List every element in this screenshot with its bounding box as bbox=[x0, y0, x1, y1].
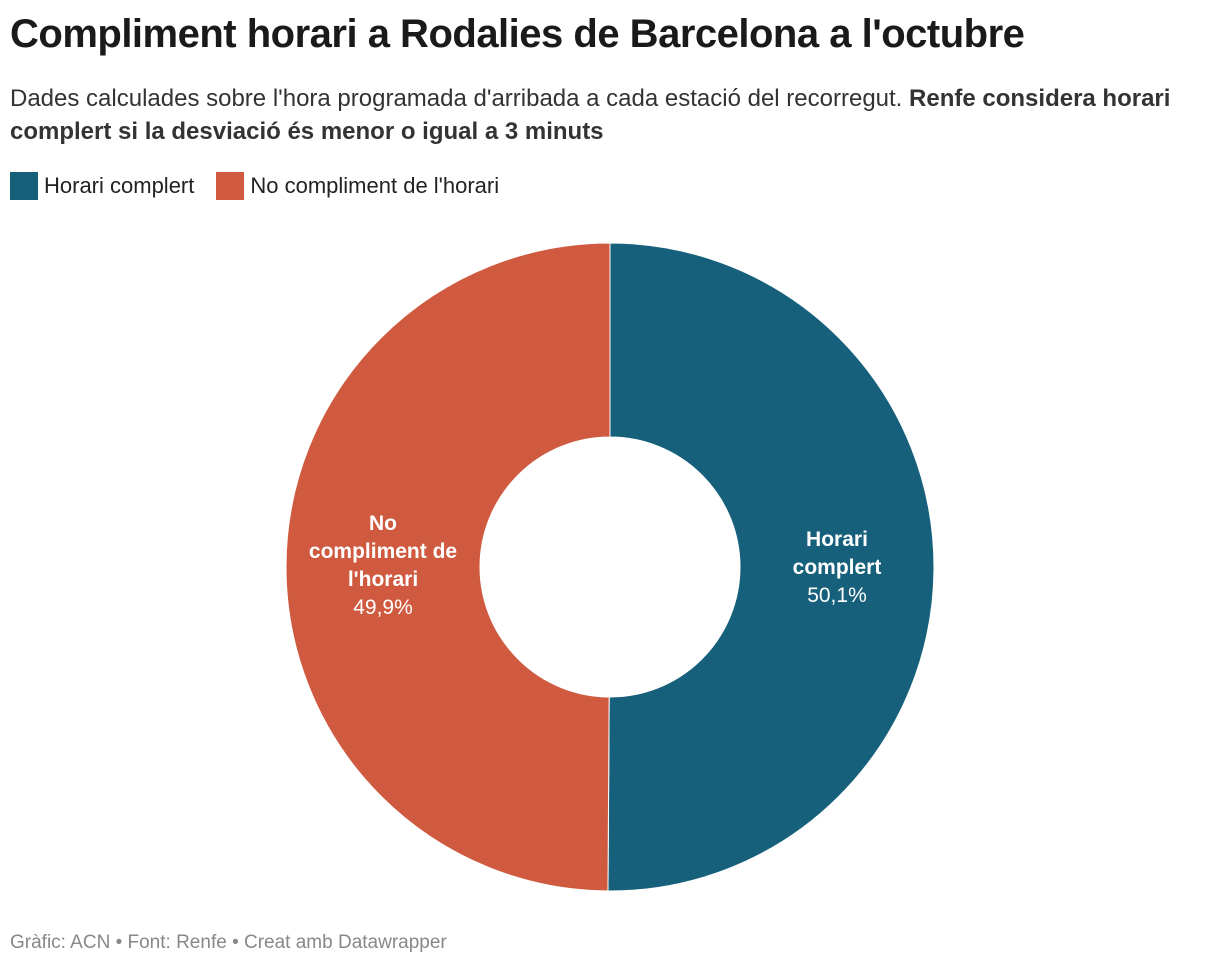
legend-label: Horari complert bbox=[44, 173, 195, 198]
subtitle: Dades calculades sobre l'hora programada… bbox=[10, 82, 1200, 148]
slice-name: No compliment de l'horari bbox=[308, 512, 458, 592]
legend: Horari complert No compliment de l'horari bbox=[10, 172, 499, 200]
slice bbox=[285, 242, 611, 892]
slice-label: No compliment de l'horari 49,9% bbox=[308, 510, 458, 622]
legend-swatch bbox=[216, 172, 245, 200]
subtitle-bold: Renfe considera horari complert si la de… bbox=[10, 85, 1171, 145]
legend-swatch bbox=[10, 172, 38, 200]
slice-label: Horari complert 50,1% bbox=[762, 526, 912, 610]
slice-name: Horari complert bbox=[792, 527, 882, 579]
legend-item: No compliment de l'horari bbox=[216, 172, 499, 200]
source: Gràfic: ACN • Font: Renfe • Creat amb Da… bbox=[10, 932, 447, 953]
chart-title: Compliment horari a Rodalies de Barcelon… bbox=[10, 12, 1025, 56]
slice-value: 50,1% bbox=[807, 583, 867, 607]
slice-value: 49,9% bbox=[353, 596, 413, 620]
subtitle-text: Dades calculades sobre l'hora programada… bbox=[10, 85, 903, 112]
legend-item: Horari complert bbox=[10, 172, 194, 200]
legend-label: No compliment de l'horari bbox=[250, 173, 500, 198]
slice bbox=[607, 242, 935, 892]
